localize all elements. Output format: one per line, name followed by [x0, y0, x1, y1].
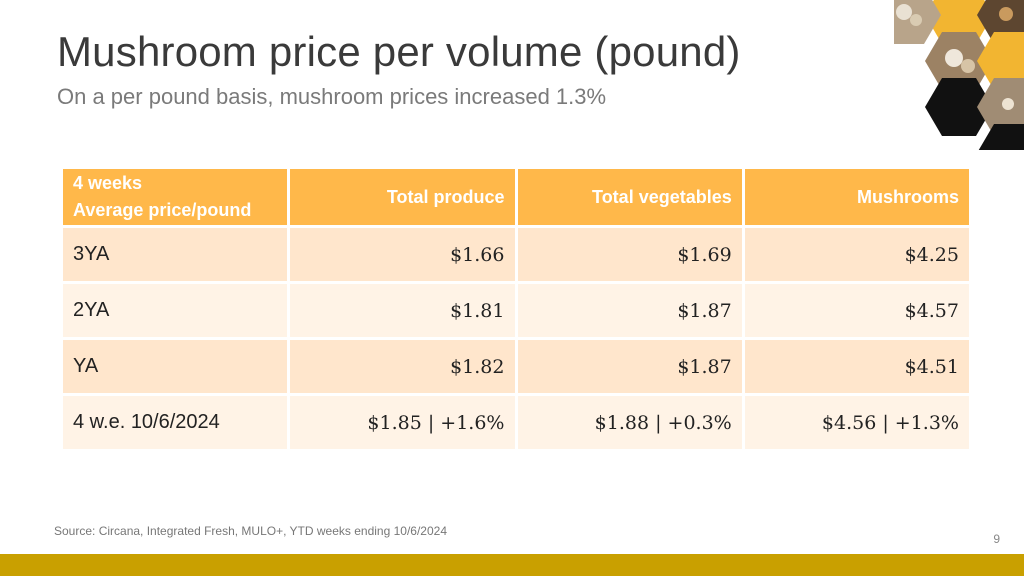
mushroom-cap-1	[896, 4, 912, 20]
row-label: 2YA	[63, 284, 288, 337]
source-note: Source: Circana, Integrated Fresh, MULO+…	[54, 524, 447, 538]
header-period: 4 weeks Average price/pound	[63, 169, 288, 225]
page-subtitle: On a per pound basis, mushroom prices in…	[57, 84, 607, 109]
honeycomb-mushroom-photos-icon	[894, 0, 1024, 150]
mushroom-cap-4	[945, 49, 963, 67]
cell-total-vegetables: $1.69	[517, 228, 742, 281]
page-title: Mushroom price per volume (pound)	[57, 28, 741, 75]
bottom-accent-bar	[0, 554, 1024, 576]
mushroom-cap-6	[1002, 98, 1014, 110]
hex-black-bottom	[978, 124, 1024, 150]
table-row: 2YA $1.81 $1.87 $4.57	[63, 284, 969, 337]
cell-total-produce: $1.66	[290, 228, 515, 281]
cell-total-vegetables: $1.87	[517, 284, 742, 337]
cell-mushrooms: $4.51	[744, 340, 969, 393]
cell-mushrooms: $4.56 | +1.3%	[744, 396, 969, 449]
row-label: YA	[63, 340, 288, 393]
header-total-vegetables: Total vegetables	[517, 169, 742, 225]
cell-total-produce: $1.85 | +1.6%	[290, 396, 515, 449]
page-number: 9	[993, 532, 1000, 546]
cell-total-produce: $1.81	[290, 284, 515, 337]
mushroom-cap-5	[961, 59, 975, 73]
cell-mushrooms: $4.25	[744, 228, 969, 281]
cell-mushrooms: $4.57	[744, 284, 969, 337]
mushroom-cap-2	[910, 14, 922, 26]
price-table: 4 weeks Average price/pound Total produc…	[60, 166, 972, 452]
row-label: 3YA	[63, 228, 288, 281]
cell-total-vegetables: $1.88 | +0.3%	[517, 396, 742, 449]
hex-black-lower	[925, 78, 993, 136]
header-total-produce: Total produce	[290, 169, 515, 225]
header-mushrooms: Mushrooms	[744, 169, 969, 225]
table-row: 4 w.e. 10/6/2024 $1.85 | +1.6% $1.88 | +…	[63, 396, 969, 449]
mushroom-cap-3	[999, 7, 1013, 21]
header-line-1: 4 weeks	[73, 173, 143, 193]
table-row: 3YA $1.66 $1.69 $4.25	[63, 228, 969, 281]
row-label: 4 w.e. 10/6/2024	[63, 396, 288, 449]
table-row: YA $1.82 $1.87 $4.51	[63, 340, 969, 393]
cell-total-produce: $1.82	[290, 340, 515, 393]
table-header-row: 4 weeks Average price/pound Total produc…	[63, 169, 969, 225]
cell-total-vegetables: $1.87	[517, 340, 742, 393]
hex-photo-4	[977, 78, 1024, 136]
header-line-2: Average price/pound	[73, 200, 252, 220]
hex-gold-right	[977, 32, 1024, 90]
